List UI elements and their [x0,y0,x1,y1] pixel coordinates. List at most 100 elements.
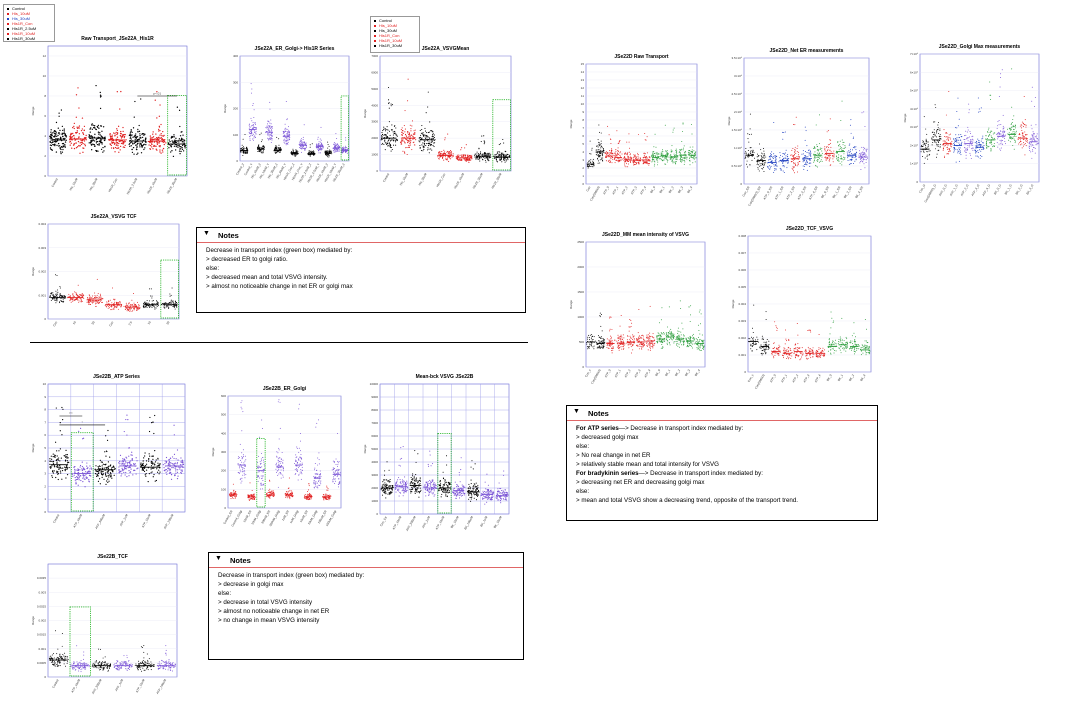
data-point [464,156,466,158]
data-point [177,459,179,461]
data-point [101,143,103,145]
data-point [336,143,338,145]
data-point [421,129,423,131]
data-point [271,492,273,494]
data-point [103,467,105,469]
data-point [383,126,385,128]
chart-raw-transport-jse22a: Raw Transport_JSe22A_His1R 0 2 4 6 8 10 12 Range… [30,34,190,195]
data-point [276,456,278,458]
data-point [432,480,434,482]
data-point [419,144,421,147]
data-point [166,460,168,462]
data-point [75,469,77,471]
data-point [481,154,483,156]
y-tick-label: 1000 [371,499,378,503]
data-point [259,466,261,468]
data-point [268,126,270,128]
data-point [411,482,414,484]
data-point [281,452,283,454]
data-point [476,151,478,153]
data-point [310,154,312,156]
data-point [113,308,115,310]
data-point [429,479,431,481]
data-point [249,497,251,499]
data-point [94,297,96,299]
data-point [428,488,430,490]
data-point [145,302,147,304]
data-point [168,307,170,309]
data-point [401,490,403,492]
data-point [438,151,440,153]
data-point [139,137,141,139]
data-point [286,491,288,493]
data-point [132,309,134,311]
data-point [327,147,329,149]
data-point [158,142,160,144]
legend-entry: His1R_30uM [7,36,52,41]
data-point [300,138,302,140]
data-point [144,465,146,467]
data-point [105,455,107,457]
data-point [286,137,288,139]
data-point [59,294,61,296]
data-point [109,456,111,458]
data-point [329,151,331,153]
data-point [156,306,158,308]
data-point [300,142,302,144]
data-point [403,491,405,493]
data-point [447,152,449,154]
x-tick-label: His1R_10uM [146,177,158,194]
data-point [335,150,337,152]
y-tick-label: 600 [221,394,226,398]
data-point [316,147,318,149]
data-point [433,489,435,491]
data-point [407,78,409,80]
data-point [320,475,322,477]
y-tick-label: 2 [44,154,46,158]
y-tick-label: 1 [44,497,46,501]
data-point [385,142,387,144]
data-point [403,492,405,494]
data-point [278,138,280,140]
data-point [276,147,278,149]
data-point [276,150,278,152]
data-point [88,297,90,299]
data-point [117,145,119,147]
data-point [384,149,386,151]
data-point [250,494,252,496]
data-point [177,466,179,468]
data-point [237,463,239,465]
data-point [262,469,264,471]
data-point [488,153,490,155]
data-point [95,142,98,144]
data-point [128,308,130,310]
data-point [507,159,509,161]
data-point [419,141,421,143]
data-point [86,301,88,303]
data-point [167,464,169,466]
legend-top-left: Control His_10uM His_30uM His1R_Con His1R_2.… [3,4,55,42]
data-point [300,469,302,471]
data-point [101,467,103,469]
data-point [91,128,93,130]
legend-entry: His_30uM [7,16,52,21]
data-point [320,139,322,141]
data-point [296,151,298,153]
data-point [262,484,264,486]
data-point [448,160,450,163]
data-point [345,139,347,141]
data-point [160,152,162,154]
data-point [405,487,407,490]
data-point [154,303,156,305]
data-point [134,100,136,103]
data-point [282,462,284,464]
data-point [293,153,295,155]
data-point [442,156,444,158]
data-point [289,137,291,139]
data-point [157,137,159,139]
data-point [329,149,331,151]
data-point [299,463,301,465]
legend-entry: His1R_10uM [374,38,417,43]
data-point [414,129,416,131]
data-point [88,298,90,300]
